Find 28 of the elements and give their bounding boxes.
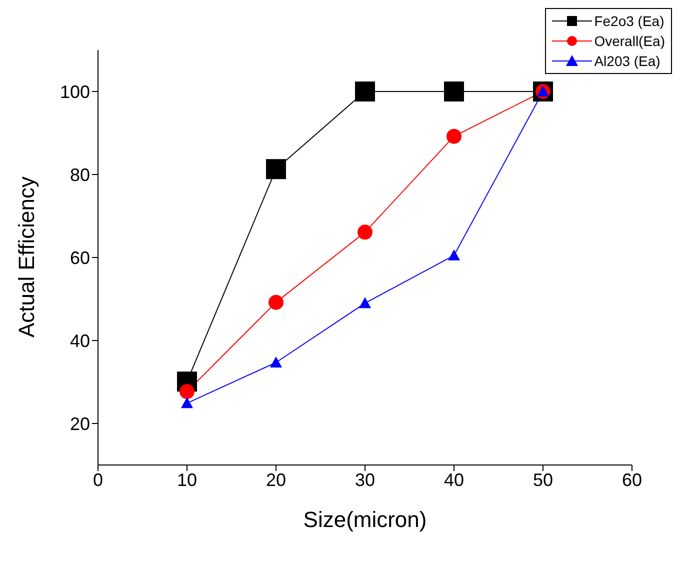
- point: [359, 297, 371, 308]
- x-tick-label: 60: [622, 470, 642, 490]
- legend-label: Overall(Ea): [594, 33, 665, 49]
- point: [444, 82, 464, 102]
- y-tick-label: 20: [70, 414, 90, 434]
- legend-label: Al203 (Ea): [594, 53, 660, 69]
- x-tick-label: 50: [532, 470, 554, 490]
- y-axis-title: Actual Efficiency: [14, 176, 39, 338]
- legend-label: Fe2o3 (Ea): [594, 13, 664, 29]
- point: [358, 224, 372, 240]
- x-tick-label: 0: [92, 470, 104, 490]
- y-tick-label: 100: [60, 82, 90, 102]
- x-tick-label: 40: [444, 470, 464, 490]
- point: [446, 128, 462, 144]
- y-tick-label: 80: [70, 164, 90, 185]
- y-tick-label: 40: [70, 330, 90, 351]
- x-tick-label: 30: [354, 470, 376, 490]
- x-axis-title: Size(micron): [303, 507, 427, 532]
- point: [181, 397, 193, 408]
- point: [266, 159, 286, 180]
- y-tick-label: 60: [70, 248, 90, 268]
- point: [355, 82, 375, 102]
- x-tick-label: 10: [176, 470, 198, 490]
- x-tick-label: 20: [266, 470, 286, 490]
- point: [270, 356, 282, 368]
- point: [180, 384, 194, 400]
- point: [268, 294, 284, 310]
- point: [448, 249, 460, 260]
